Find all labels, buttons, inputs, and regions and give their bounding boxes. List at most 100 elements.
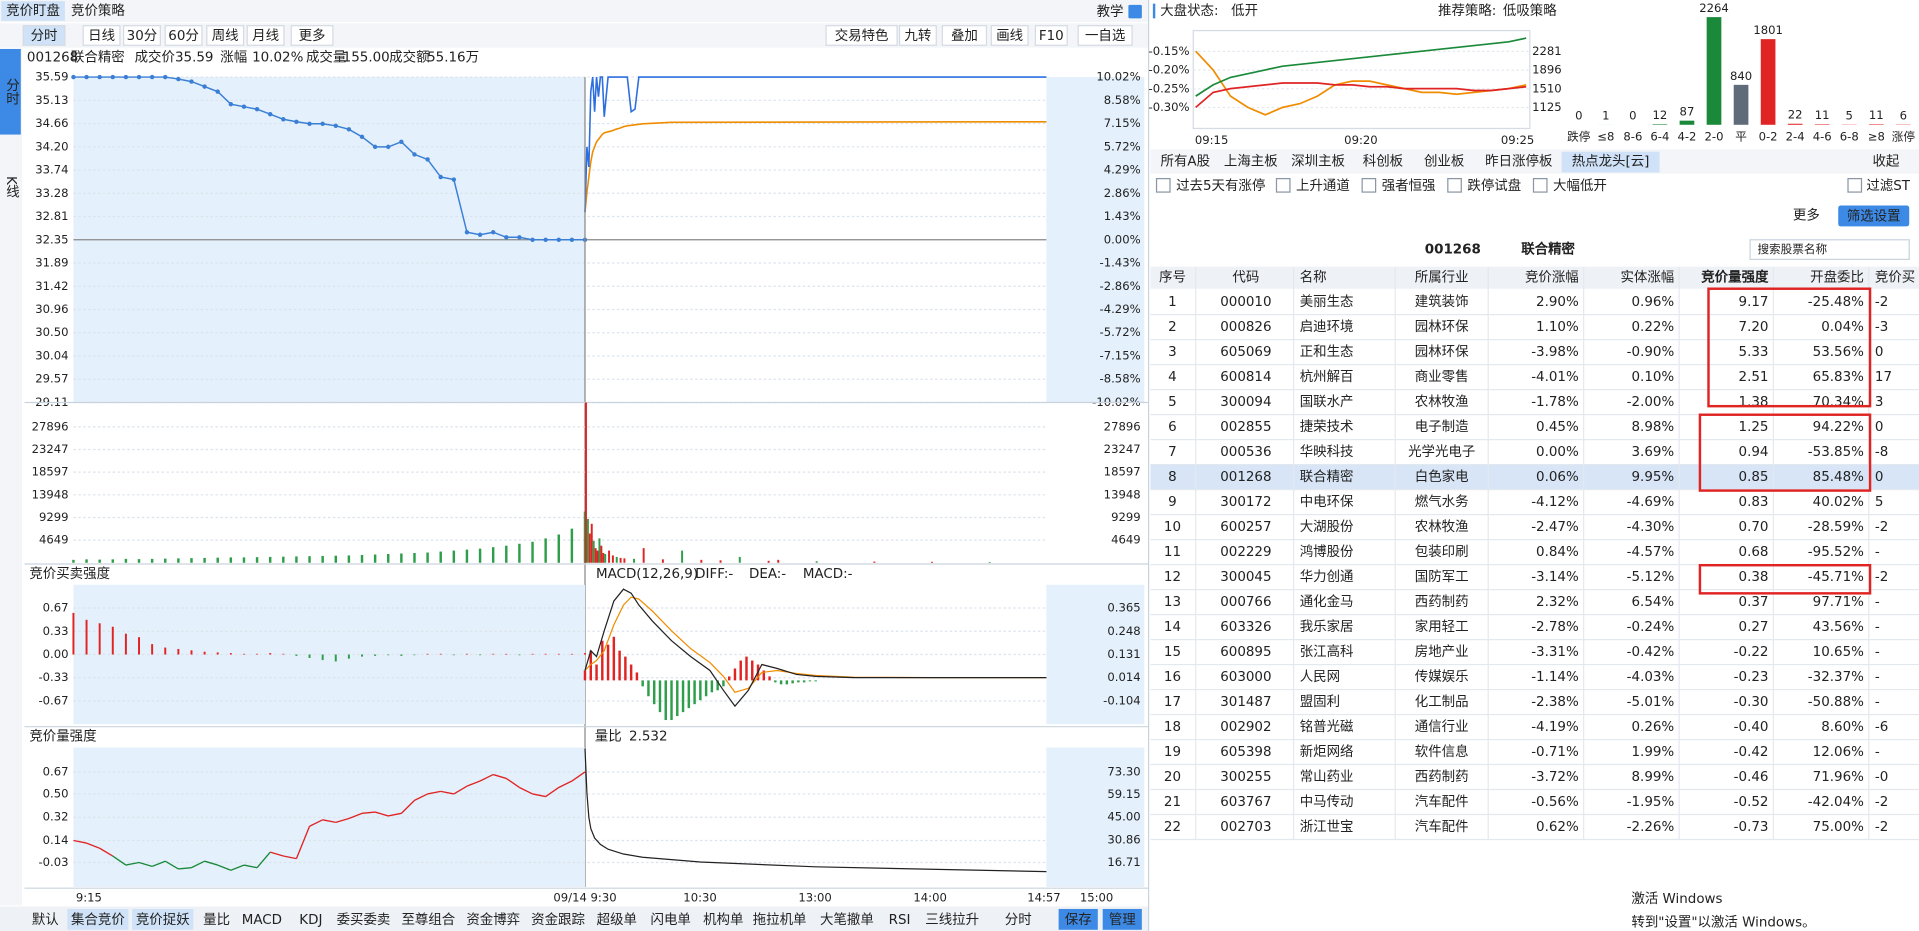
top-tab[interactable]: 竞价盯盘 [6, 2, 60, 19]
table-cell[interactable]: 华映科技 [1300, 444, 1354, 460]
table-cell[interactable]: 美丽生态 [1300, 294, 1354, 310]
toolbar-button[interactable]: 九转 [904, 28, 931, 44]
bottom-tab[interactable]: 分时 [1005, 912, 1032, 928]
toolbar-button-bg[interactable] [82, 25, 121, 46]
filter-tab-bg[interactable] [1561, 151, 1660, 173]
bottom-tab[interactable]: 闪电单 [651, 912, 691, 928]
table-cell[interactable]: 联合精密 [1300, 468, 1354, 485]
toolbar-button[interactable]: F10 [1039, 29, 1064, 44]
toolbar-button-bg[interactable] [290, 25, 334, 46]
toolbar-button[interactable]: 一自选 [1085, 28, 1125, 44]
side-tab[interactable]: K线 [3, 176, 20, 199]
table-cell[interactable]: 人民网 [1300, 669, 1340, 685]
filter-tab[interactable]: 昨日涨停板 [1485, 152, 1552, 169]
bottom-tab[interactable]: 委买委卖 [337, 912, 391, 928]
table-cell[interactable]: 浙江世宝 [1300, 819, 1354, 835]
collapse-button[interactable]: 收起 [1872, 153, 1899, 169]
search-box[interactable] [1749, 239, 1910, 260]
checkbox[interactable] [1361, 178, 1377, 193]
bottom-tab[interactable]: 机构单 [703, 912, 743, 928]
button-bg[interactable] [1102, 908, 1142, 930]
table-cell[interactable]: 通化金马 [1300, 594, 1354, 610]
table-cell[interactable]: 国联水产 [1300, 394, 1354, 410]
toolbar-button-bg[interactable] [990, 25, 1029, 46]
screen-button[interactable]: 筛选设置 [1847, 209, 1901, 225]
checkbox-label[interactable]: 过滤ST [1866, 178, 1910, 194]
bottom-tab[interactable]: 至尊组合 [401, 912, 455, 928]
toolbar-button-bg[interactable] [898, 25, 937, 46]
table-cell[interactable]: 杭州解百 [1300, 369, 1354, 385]
search-placeholder[interactable]: 搜索股票名称 [1757, 242, 1827, 256]
bottom-tab[interactable]: 默认 [32, 912, 59, 928]
checkbox[interactable] [1447, 178, 1462, 193]
table-cell[interactable]: 中电环保 [1300, 494, 1354, 510]
bottom-tab[interactable]: MACD [242, 913, 282, 928]
table-cell[interactable]: 华力创通 [1300, 569, 1354, 585]
table-cell[interactable]: 鸿博股份 [1300, 543, 1354, 560]
toolbar-button-bg[interactable] [206, 25, 245, 46]
toolbar-button[interactable]: 画线 [996, 28, 1023, 44]
toolbar-button[interactable]: 叠加 [951, 28, 978, 44]
toolbar-button[interactable]: 分时 [31, 28, 58, 44]
toolbar-button[interactable]: 月线 [252, 28, 279, 44]
bottom-tab[interactable]: 集合竞价 [71, 911, 125, 928]
toolbar-button-bg[interactable] [122, 25, 161, 46]
bottom-tab[interactable]: 量比 [203, 912, 230, 928]
toolbar-button-bg[interactable] [1077, 25, 1133, 46]
filter-tab[interactable]: 深圳主板 [1291, 153, 1345, 169]
bottom-tab[interactable]: 超级单 [597, 912, 637, 928]
table-cell[interactable]: 启迪环境 [1300, 319, 1354, 335]
toolbar-button-bg[interactable] [22, 25, 66, 46]
toolbar-button-bg[interactable] [246, 25, 285, 46]
bottom-tab[interactable]: 资金跟踪 [531, 912, 585, 928]
more-menu[interactable]: 更多 [1793, 206, 1820, 223]
table-cell[interactable]: 中马传动 [1300, 794, 1354, 810]
toolbar-button[interactable]: 周线 [212, 28, 239, 44]
bottom-tab[interactable]: KDJ [299, 913, 322, 928]
toolbar-button[interactable]: 更多 [299, 27, 326, 44]
toolbar-button[interactable]: 日线 [88, 28, 115, 44]
filter-tab[interactable]: 所有A股 [1161, 153, 1211, 169]
checkbox[interactable] [1155, 178, 1171, 193]
checkbox[interactable] [1532, 178, 1548, 193]
checkbox[interactable] [1847, 178, 1863, 193]
bottom-tab[interactable]: 资金博弈 [466, 912, 520, 928]
table-cell[interactable]: 常山药业 [1300, 769, 1354, 785]
screen-button-bg[interactable] [1838, 205, 1910, 227]
filter-tab[interactable]: 创业板 [1424, 153, 1464, 169]
table-cell[interactable]: 正和生态 [1300, 344, 1354, 360]
toolbar-button-bg[interactable] [164, 25, 203, 46]
checkbox[interactable] [1275, 178, 1291, 193]
table-cell[interactable]: 盟固利 [1300, 694, 1340, 710]
toolbar-button-bg[interactable] [825, 25, 898, 46]
filter-tab[interactable]: 热点龙头[云] [1572, 153, 1650, 169]
bottom-tab[interactable]: 大笔撤单 [820, 912, 874, 928]
table-cell[interactable]: 铭普光磁 [1300, 719, 1354, 735]
toolbar-button-bg[interactable] [941, 25, 988, 46]
bottom-button[interactable]: 保存 [1065, 912, 1092, 928]
bottom-tab[interactable]: 三线拉升 [925, 912, 979, 928]
help-link[interactable]: 教学 [1097, 4, 1124, 20]
filter-tab[interactable]: 科创板 [1363, 153, 1403, 169]
filter-tab[interactable]: 上海主板 [1224, 153, 1278, 169]
checkbox-label[interactable]: 跌停试盘 [1467, 177, 1521, 194]
checkbox-label[interactable]: 强者恒强 [1382, 178, 1436, 194]
table-cell[interactable]: 张江高科 [1300, 643, 1354, 660]
toolbar-button[interactable]: 60分 [168, 28, 199, 44]
bottom-tab[interactable]: RSI [889, 913, 911, 928]
table-cell[interactable]: 我乐家居 [1300, 618, 1354, 635]
toolbar-button[interactable]: 30分 [127, 28, 158, 44]
top-tab[interactable]: 竞价策略 [71, 2, 125, 19]
bottom-tab[interactable]: 拖拉机单 [753, 912, 807, 928]
checkbox-label[interactable]: 大幅低开 [1553, 178, 1607, 194]
bottom-tab[interactable]: 竞价捉妖 [136, 911, 190, 928]
table-cell[interactable]: 新炬网络 [1300, 744, 1354, 760]
toolbar-button[interactable]: 交易特色 [835, 27, 889, 44]
table-cell[interactable]: 大湖股份 [1300, 519, 1354, 535]
button-bg[interactable] [1058, 908, 1098, 930]
table-cell[interactable]: 捷荣技术 [1300, 419, 1354, 435]
side-tab[interactable]: 分时 [3, 78, 20, 105]
toolbar-button-bg[interactable] [1034, 25, 1068, 46]
bottom-button[interactable]: 管理 [1109, 912, 1136, 928]
checkbox-label[interactable]: 过去5天有涨停 [1176, 177, 1265, 194]
